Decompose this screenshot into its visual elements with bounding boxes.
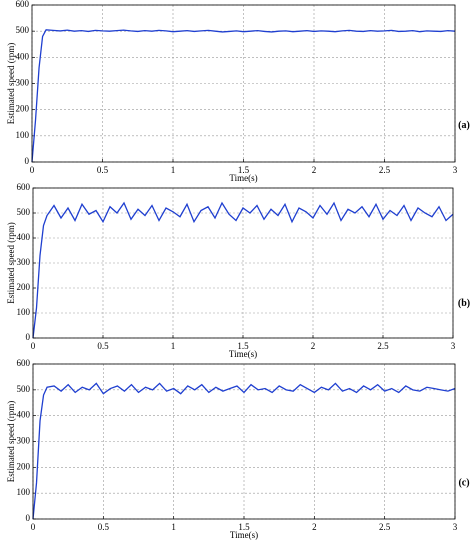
- x-tick-label: 0: [31, 341, 36, 351]
- x-tick-label: 2.5: [379, 165, 391, 175]
- panel-label: (c): [458, 478, 469, 489]
- x-tick-label: 2: [311, 341, 316, 351]
- speed-line: [32, 201, 454, 339]
- y-tick-label: 0: [26, 332, 31, 342]
- x-tick-label: 1: [171, 522, 176, 532]
- x-tick-label: 3: [453, 165, 458, 175]
- y-tick-label: 300: [16, 78, 30, 88]
- x-tick-label: 1.5: [238, 165, 250, 175]
- y-tick-label: 200: [17, 282, 31, 292]
- x-tick-label: 0.5: [98, 522, 110, 532]
- panel-label: (b): [458, 298, 470, 309]
- speed-line: [31, 29, 456, 163]
- y-tick-label: 100: [17, 307, 31, 317]
- panel-label: (a): [458, 120, 470, 131]
- y-tick-label: 500: [17, 207, 31, 217]
- x-tick-label: 1.5: [238, 522, 250, 532]
- x-axis-label: Time(s): [229, 349, 257, 359]
- plot-frame: [32, 187, 454, 339]
- x-tick-label: 1: [171, 165, 176, 175]
- y-tick-label: 400: [17, 232, 31, 242]
- x-axis-label: Time(s): [229, 173, 257, 183]
- x-tick-label: 2.5: [379, 522, 391, 532]
- y-tick-label: 0: [25, 156, 30, 166]
- x-tick-label: 1: [171, 341, 176, 351]
- x-tick-label: 3: [451, 341, 456, 351]
- x-tick-label: 2: [312, 165, 317, 175]
- y-tick-label: 300: [17, 257, 31, 267]
- x-tick-label: 2: [312, 522, 317, 532]
- speed-line: [32, 382, 456, 520]
- plot-frame: [31, 4, 456, 163]
- y-axis-label: Estimated speed (rpm): [6, 222, 16, 303]
- x-axis-label: Time(s): [230, 530, 258, 540]
- y-tick-label: 200: [16, 104, 30, 114]
- y-tick-label: 400: [16, 51, 30, 61]
- x-tick-label: 0: [31, 522, 36, 532]
- x-tick-label: 3: [453, 522, 458, 532]
- y-axis-label: Estimated speed (rpm): [6, 401, 16, 482]
- x-tick-label: 2.5: [377, 341, 389, 351]
- x-tick-label: 0: [30, 165, 35, 175]
- plot-frame: [32, 363, 456, 520]
- y-tick-label: 300: [17, 436, 31, 446]
- y-tick-label: 500: [17, 384, 31, 394]
- y-tick-label: 500: [16, 25, 30, 35]
- x-tick-label: 0.5: [97, 341, 109, 351]
- x-tick-label: 1.5: [237, 341, 249, 351]
- y-tick-label: 100: [17, 487, 31, 497]
- y-tick-label: 600: [17, 182, 31, 192]
- y-tick-label: 200: [17, 461, 31, 471]
- y-tick-label: 0: [26, 513, 31, 523]
- y-tick-label: 100: [16, 130, 30, 140]
- y-axis-label: Estimated speed (rpm): [6, 43, 16, 124]
- x-tick-label: 0.5: [97, 165, 109, 175]
- y-tick-label: 400: [17, 410, 31, 420]
- y-tick-label: 600: [16, 0, 30, 9]
- y-tick-label: 600: [17, 358, 31, 368]
